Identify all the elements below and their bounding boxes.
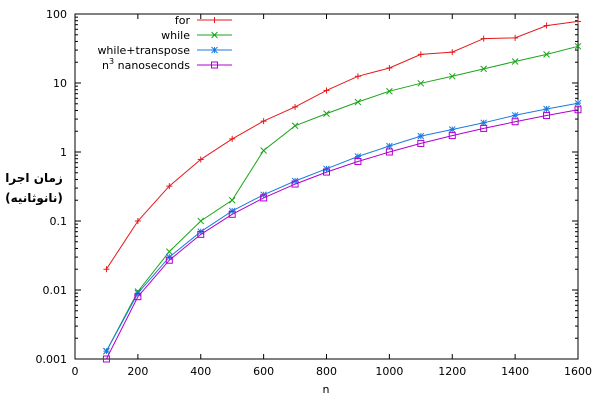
data-point — [543, 51, 550, 58]
x-tick-label: 400 — [190, 365, 211, 378]
data-point — [354, 98, 362, 106]
series-group — [102, 18, 582, 363]
data-point — [480, 119, 488, 127]
data-point — [228, 196, 236, 204]
data-point — [448, 126, 456, 133]
data-point — [165, 256, 173, 264]
series-line — [105, 45, 579, 352]
series-3 — [102, 106, 582, 363]
data-point — [354, 73, 361, 80]
data-point — [134, 293, 142, 301]
y-tick-label: 0.001 — [36, 353, 68, 366]
data-point — [386, 87, 393, 95]
series-line — [105, 109, 579, 360]
data-point — [480, 65, 488, 73]
data-point — [575, 18, 581, 25]
series-line — [105, 20, 579, 270]
data-point — [543, 105, 550, 113]
data-point — [260, 118, 267, 125]
x-tick-label: 800 — [316, 365, 337, 378]
data-point — [448, 72, 456, 80]
series-2 — [103, 99, 582, 355]
data-point — [292, 103, 299, 110]
legend-marker — [211, 46, 218, 54]
legend-label: while — [161, 29, 190, 42]
data-point — [417, 132, 425, 140]
data-point — [166, 183, 173, 190]
data-point — [134, 218, 141, 224]
data-point — [291, 180, 299, 188]
data-point — [386, 64, 393, 71]
data-point — [102, 355, 110, 363]
data-point — [480, 124, 488, 132]
data-point — [228, 210, 236, 218]
x-tick-label: 1200 — [438, 365, 466, 378]
data-point — [417, 51, 424, 58]
data-point — [574, 99, 582, 107]
data-point — [574, 42, 582, 50]
data-point — [103, 347, 110, 355]
data-point — [323, 168, 330, 176]
data-point — [197, 230, 205, 238]
data-point — [197, 156, 204, 163]
x-tick-label: 600 — [253, 365, 274, 378]
data-point — [291, 122, 299, 130]
data-point — [511, 111, 519, 119]
data-point — [448, 132, 456, 140]
data-point — [543, 112, 551, 120]
legend-label: n3 nanoseconds — [102, 57, 190, 72]
x-tick-label: 1400 — [501, 365, 529, 378]
x-tick-label: 1000 — [375, 365, 403, 378]
legend-label: while+transpose — [97, 44, 190, 57]
y-axis-label-line2: (نانوثانیه) — [5, 191, 63, 206]
y-tick-label: 10 — [53, 77, 67, 90]
data-point — [385, 148, 393, 156]
y-tick-label: 0.01 — [43, 284, 68, 297]
data-point — [511, 118, 519, 126]
data-point — [417, 79, 425, 87]
series-line — [105, 102, 579, 352]
x-tick-label: 1600 — [564, 365, 592, 378]
data-point — [134, 289, 142, 297]
data-point — [574, 106, 582, 114]
data-point — [229, 135, 236, 142]
y-tick-label: 1 — [60, 146, 67, 159]
data-point — [480, 35, 487, 42]
data-point — [543, 22, 550, 29]
legend-marker — [211, 17, 218, 23]
legend-marker — [211, 61, 218, 69]
data-point — [386, 142, 393, 150]
data-point — [417, 139, 425, 147]
data-point — [197, 217, 205, 225]
x-tick-label: 0 — [72, 365, 79, 378]
legend-marker — [211, 31, 218, 39]
data-point — [260, 194, 268, 202]
y-axis-label-line1: زمان اجرا — [5, 171, 63, 185]
data-point — [512, 34, 519, 41]
data-point — [260, 147, 267, 154]
data-point — [449, 49, 456, 56]
data-point — [323, 110, 330, 117]
x-tick-label: 200 — [127, 365, 148, 378]
data-point — [511, 58, 519, 65]
x-axis-label: n — [323, 383, 330, 396]
data-point — [354, 157, 362, 165]
y-tick-label: 100 — [46, 8, 67, 21]
data-point — [323, 87, 330, 94]
data-point — [103, 266, 110, 273]
data-point — [165, 248, 173, 255]
series-1 — [103, 42, 582, 355]
y-tick-label: 0.1 — [50, 215, 68, 228]
axis-ticks: 0 200 400 600 800 1000 1200 1400 1600 0.001 0.01 0.… — [36, 8, 593, 378]
legend-label: for — [175, 14, 191, 27]
series-0 — [103, 18, 581, 273]
